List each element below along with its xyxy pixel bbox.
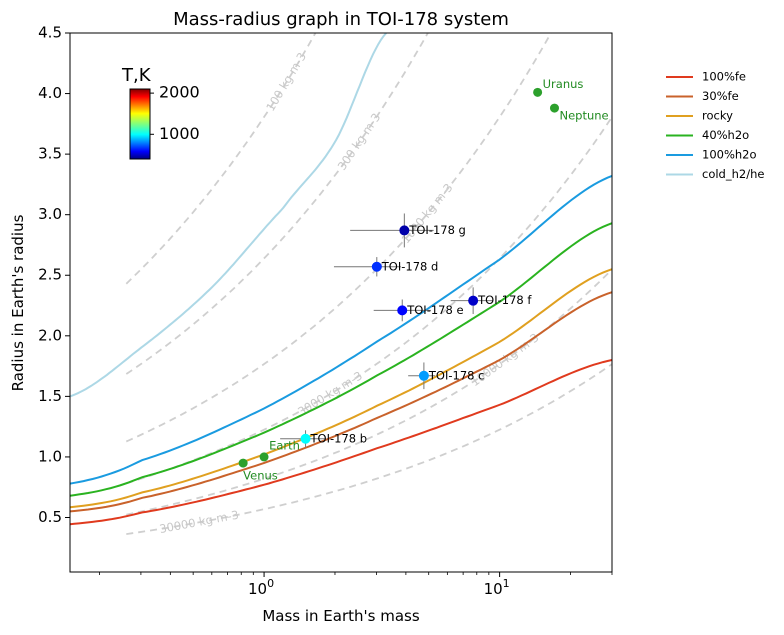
x-tick-label: 100 [248,577,274,598]
y-tick-label: 0.5 [38,508,62,526]
curve-100-fe [70,359,612,526]
solar-planet-label: Earth [269,438,300,452]
curve-cold-h2-he [70,33,387,398]
y-tick-label: 4.5 [38,24,62,42]
planet-point: TOI-178 e [373,299,464,322]
plot-frame [69,32,613,573]
legend-label: rocky [702,109,733,123]
planet-label: TOI-178 f [477,293,532,307]
planet-label: TOI-178 b [310,431,368,445]
y-tick-label: 2.5 [38,266,62,284]
planet-point: TOI-178 f [450,287,532,315]
chart-title: Mass-radius graph in TOI-178 system [173,9,509,30]
planet-label: TOI-178 c [428,368,485,382]
y-tick-label: 3.0 [38,205,62,223]
y-tick-label: 4.0 [38,84,62,102]
planet-label: TOI-178 e [406,303,463,317]
planet-point: TOI-178 g [350,213,466,248]
legend-label: 40%h2o [702,128,749,142]
solar-planet-marker [533,87,543,97]
curve-rocky [70,268,612,509]
legend-label: 100%h2o [702,148,757,162]
solar-planet-label: Neptune [559,109,608,123]
solar-planet-label: Venus [243,469,278,483]
planet-marker [468,295,479,306]
planet-marker [300,433,311,444]
planet-point: TOI-178 b [280,430,368,448]
planet-label: TOI-178 d [381,259,439,273]
planet-marker [397,305,408,316]
planet-marker [418,370,429,381]
density-isoline [125,33,317,285]
legend-label: 100%fe [702,70,746,84]
axes: 0.5 1.0 1.5 2.0 2.5 3.0 3.5 4.0 4.5 100 101 [38,24,613,598]
y-tick-label: 2.0 [38,326,62,344]
x-tick-label: 101 [484,577,510,598]
solar-planet-marker [259,452,269,462]
y-tick-label: 1.0 [38,447,62,465]
density-isoline [126,363,612,535]
legend-label: cold_h2/he [702,167,764,181]
density-isoline [125,33,553,443]
curve-100-h2o [70,174,612,485]
isoline-label: 300 kg m-3 [335,110,384,172]
solar-planet-marker [238,458,248,468]
isoline-label: 30000 kg m-3 [158,508,240,537]
solar-planet-label: Uranus [543,77,584,91]
curve-30-fe [70,291,612,513]
planet-marker [371,261,382,272]
isoline-label: 100 kg m-3 [263,50,309,114]
y-tick-label: 3.5 [38,145,62,163]
colorbar-title: T,K [121,65,152,86]
planet-point: TOI-178 c [408,362,485,390]
colorbar-tick-label: 1000 [159,124,200,143]
y-axis-label: Radius in Earth's radius [9,214,27,391]
planet-label: TOI-178 g [408,223,466,237]
solar-planet-marker [549,103,559,113]
density-isoline [125,33,429,375]
x-axis-label: Mass in Earth's mass [262,607,420,625]
colorbar: T,K 1000 2000 [121,65,200,160]
y-tick-label: 1.5 [38,387,62,405]
colorbar-tick-label: 2000 [159,83,200,102]
density-isoline [126,268,612,516]
legend-label: 30%fe [702,89,739,103]
curve-40-h2o [70,222,612,497]
isoline-label: 3000 kg m-3 [295,368,365,418]
planet-point: TOI-178 d [333,257,439,277]
planet-marker [399,225,410,236]
colorbar-gradient [129,88,151,160]
legend: 100%fe 30%fe rocky 40%h2o 100%h2o cold_h2/he [666,70,764,181]
